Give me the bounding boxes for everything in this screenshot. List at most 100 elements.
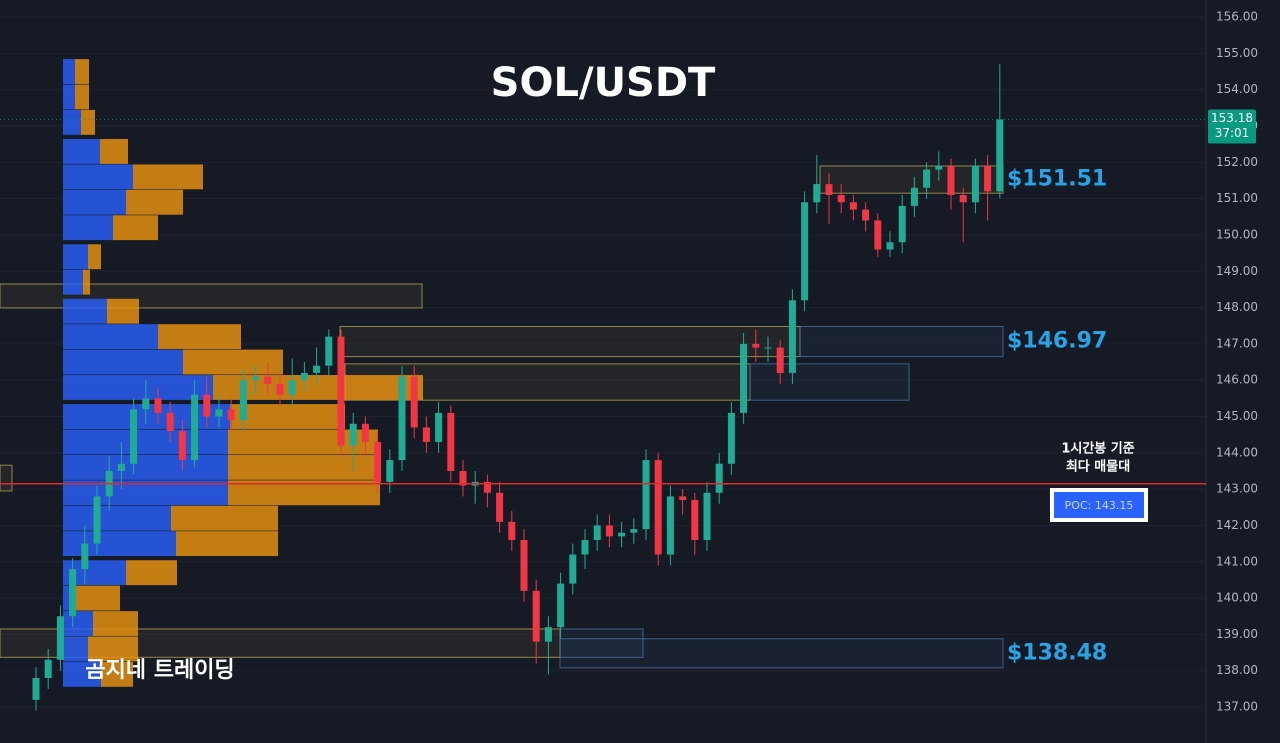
volume-buy bbox=[63, 661, 101, 687]
volume-sell bbox=[133, 164, 203, 190]
candle-body bbox=[813, 184, 821, 203]
volume-buy bbox=[63, 375, 213, 400]
candle-body bbox=[935, 165, 943, 170]
candle-body bbox=[386, 460, 394, 482]
y-tick-label: 145.00 bbox=[1216, 409, 1258, 423]
volume-buy bbox=[63, 324, 158, 350]
candle-body bbox=[508, 521, 516, 541]
watermark: 곰지네 트레이딩 bbox=[85, 658, 234, 683]
candle-body bbox=[666, 496, 674, 555]
candle-body bbox=[910, 187, 918, 206]
candle-body bbox=[618, 532, 626, 537]
candle-body bbox=[654, 460, 662, 555]
volume-buy bbox=[63, 84, 75, 110]
volume-sell bbox=[126, 560, 177, 586]
candle-body bbox=[776, 347, 784, 373]
candle-body bbox=[727, 412, 735, 464]
y-tick-label: 149.00 bbox=[1216, 264, 1258, 278]
candle-body bbox=[435, 412, 443, 442]
y-tick-label: 150.00 bbox=[1216, 227, 1258, 241]
volume-sell bbox=[126, 189, 183, 215]
volume-sell bbox=[101, 661, 133, 687]
candle-body bbox=[679, 496, 687, 501]
volume-sell bbox=[88, 636, 138, 662]
candle-body bbox=[349, 423, 357, 446]
volume-sell bbox=[93, 611, 138, 636]
volume-sell bbox=[228, 454, 378, 480]
candle-body bbox=[703, 492, 711, 541]
volume-buy bbox=[63, 429, 228, 455]
volume-buy bbox=[63, 531, 176, 557]
volume-sell bbox=[183, 349, 283, 375]
zone bbox=[339, 325, 801, 358]
candle-body bbox=[642, 460, 650, 530]
last-price: 153.18 bbox=[1211, 111, 1253, 125]
candle-body bbox=[557, 583, 565, 628]
candle-body bbox=[227, 409, 235, 421]
volume-buy bbox=[63, 244, 88, 270]
y-tick-label: 146.00 bbox=[1216, 373, 1258, 387]
volume-buy bbox=[63, 189, 126, 215]
volume-sell bbox=[81, 109, 95, 135]
candle-body bbox=[422, 427, 430, 442]
candle-body bbox=[740, 343, 748, 413]
y-tick-label: 151.00 bbox=[1216, 191, 1258, 205]
candle-body bbox=[252, 376, 260, 381]
candle-body bbox=[264, 376, 272, 384]
candle-body bbox=[239, 380, 247, 421]
candle-body bbox=[874, 220, 882, 250]
candle-body bbox=[862, 209, 870, 221]
candle-body bbox=[691, 500, 699, 541]
candle-body bbox=[166, 412, 174, 432]
volume-sell bbox=[228, 480, 380, 506]
candle-body bbox=[532, 590, 540, 642]
volume-sell bbox=[75, 84, 89, 110]
y-tick-label: 143.00 bbox=[1216, 482, 1258, 496]
volume-sell bbox=[75, 59, 89, 84]
y-tick-label: 138.00 bbox=[1216, 663, 1258, 677]
volume-sell bbox=[113, 215, 158, 241]
candle-body bbox=[313, 365, 321, 373]
volume-buy bbox=[63, 59, 75, 84]
volume-sell bbox=[171, 505, 278, 531]
candle-body bbox=[44, 659, 52, 678]
volume-buy bbox=[63, 349, 183, 375]
plot bbox=[0, 16, 1206, 711]
y-tick-label: 154.00 bbox=[1216, 82, 1258, 96]
zone-label: $138.48 bbox=[1007, 640, 1107, 665]
candle-body bbox=[337, 336, 345, 446]
candle-body bbox=[191, 394, 199, 461]
candle-body bbox=[996, 119, 1004, 192]
candle-body bbox=[593, 525, 601, 541]
zone bbox=[559, 628, 644, 658]
volume-sell bbox=[213, 375, 423, 400]
countdown: 37:01 bbox=[1215, 126, 1250, 140]
annotation: 최다 매물대 bbox=[1066, 459, 1130, 475]
candle-body bbox=[715, 463, 723, 493]
candle-body bbox=[361, 423, 369, 442]
candle-body bbox=[483, 481, 491, 493]
candle-body bbox=[154, 398, 162, 413]
last-price-tag bbox=[1208, 109, 1256, 144]
y-tick-label: 139.00 bbox=[1216, 627, 1258, 641]
candle-body bbox=[410, 376, 418, 428]
candle-body bbox=[69, 569, 77, 617]
candle-body bbox=[886, 242, 894, 250]
volume-buy bbox=[63, 109, 81, 135]
candle-body bbox=[947, 165, 955, 196]
candle-body bbox=[203, 394, 211, 417]
y-tick-label: 155.00 bbox=[1216, 46, 1258, 60]
candle-body bbox=[801, 202, 809, 301]
candle-body bbox=[215, 409, 223, 417]
candle-body bbox=[959, 195, 967, 203]
candle-body bbox=[764, 347, 772, 349]
volume-buy bbox=[63, 164, 133, 190]
y-tick-label: 156.00 bbox=[1216, 10, 1258, 24]
candle-body bbox=[81, 543, 89, 570]
candle-body bbox=[630, 529, 638, 533]
candle-body bbox=[837, 195, 845, 203]
volume-sell bbox=[176, 531, 278, 557]
volume-buy bbox=[63, 505, 171, 531]
y-tick-label: 140.00 bbox=[1216, 591, 1258, 605]
